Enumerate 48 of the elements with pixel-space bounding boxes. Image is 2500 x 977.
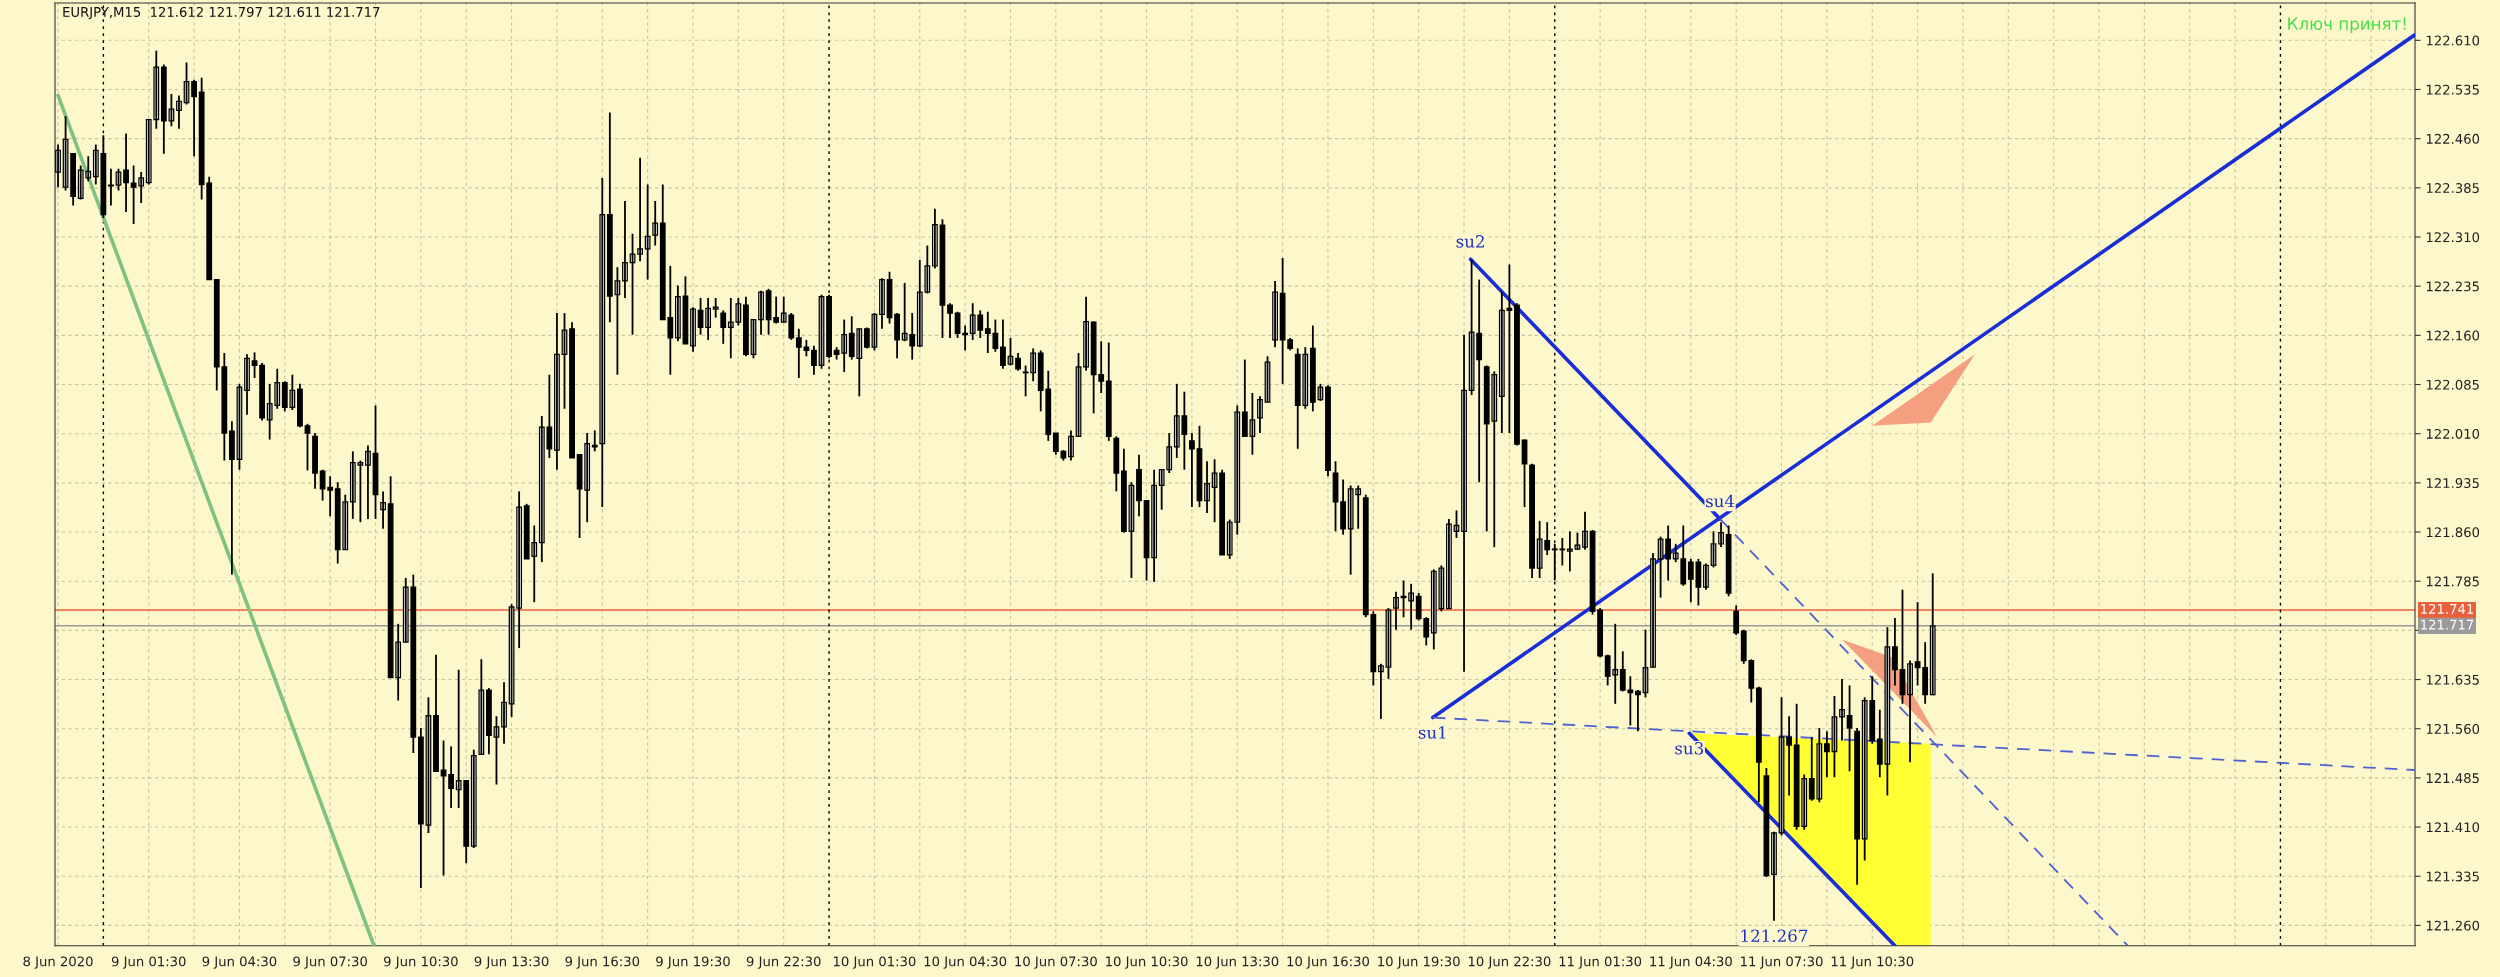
y-tick-label: 121.935 [2426, 478, 2479, 489]
x-tick-label: 11 Jun 01:30 [1559, 956, 1642, 969]
x-tick-label: 9 Jun 07:30 [293, 956, 367, 969]
x-tick-label: 9 Jun 19:30 [656, 956, 730, 969]
x-tick-label: 10 Jun 19:30 [1378, 956, 1460, 969]
x-tick-label: 10 Jun 04:30 [924, 956, 1007, 969]
chart-title: EURJPY,M15 121.612 121.797 121.611 121.717 [63, 6, 380, 20]
x-tick-label: 9 Jun 16:30 [565, 956, 640, 969]
y-tick-label: 121.560 [2426, 723, 2480, 734]
x-tick-label: 10 Jun 10:30 [1106, 956, 1188, 969]
ref-line-label: 121.741 [2421, 603, 2474, 614]
x-tick-label: 10 Jun 07:30 [1015, 956, 1097, 969]
y-tick-label: 121.335 [2426, 871, 2479, 882]
y-tick-label: 121.485 [2426, 773, 2479, 784]
x-tick-label: 10 Jun 13:30 [1196, 956, 1279, 969]
ref-line-label: 121.717 [2421, 619, 2474, 630]
x-tick-label: 11 Jun 10:30 [1831, 956, 1914, 969]
y-tick-label: 121.860 [2426, 527, 2480, 538]
x-tick-label: 9 Jun 22:30 [746, 956, 821, 969]
annotation: Ключ принят! [2288, 17, 2406, 34]
x-tick-label: 9 Jun 04:30 [202, 956, 277, 969]
x-tick-label: 11 Jun 07:30 [1741, 956, 1823, 969]
x-tick-label: 8 Jun 2020 [23, 956, 93, 969]
annotation: 121.267 [1741, 929, 1808, 943]
y-tick-label: 122.385 [2426, 183, 2479, 194]
y-tick-label: 122.235 [2426, 281, 2479, 292]
annotation: su4 [1706, 494, 1735, 508]
y-tick-label: 121.410 [2426, 822, 2480, 833]
y-tick-label: 122.460 [2426, 133, 2480, 144]
y-tick-label: 122.310 [2426, 232, 2480, 243]
y-tick-label: 122.535 [2426, 84, 2479, 95]
x-tick-label: 10 Jun 01:30 [833, 956, 916, 969]
annotation: su1 [1418, 726, 1446, 739]
x-tick-label: 9 Jun 13:30 [474, 956, 549, 969]
annotation: su2 [1456, 235, 1484, 248]
x-tick-label: 9 Jun 10:30 [383, 956, 458, 969]
x-tick-label: 11 Jun 04:30 [1650, 956, 1732, 969]
y-tick-label: 122.160 [2426, 330, 2480, 341]
y-tick-label: 121.785 [2426, 576, 2479, 587]
x-tick-label: 10 Jun 16:30 [1287, 956, 1370, 969]
y-tick-label: 122.085 [2426, 379, 2479, 390]
annotation: su3 [1675, 741, 1704, 755]
x-tick-label: 10 Jun 22:30 [1468, 956, 1551, 969]
y-tick-label: 122.610 [2426, 35, 2480, 46]
y-tick-label: 121.635 [2426, 674, 2479, 685]
y-tick-label: 122.010 [2426, 428, 2480, 439]
y-tick-label: 121.260 [2426, 920, 2480, 931]
x-tick-label: 9 Jun 01:30 [111, 956, 186, 969]
